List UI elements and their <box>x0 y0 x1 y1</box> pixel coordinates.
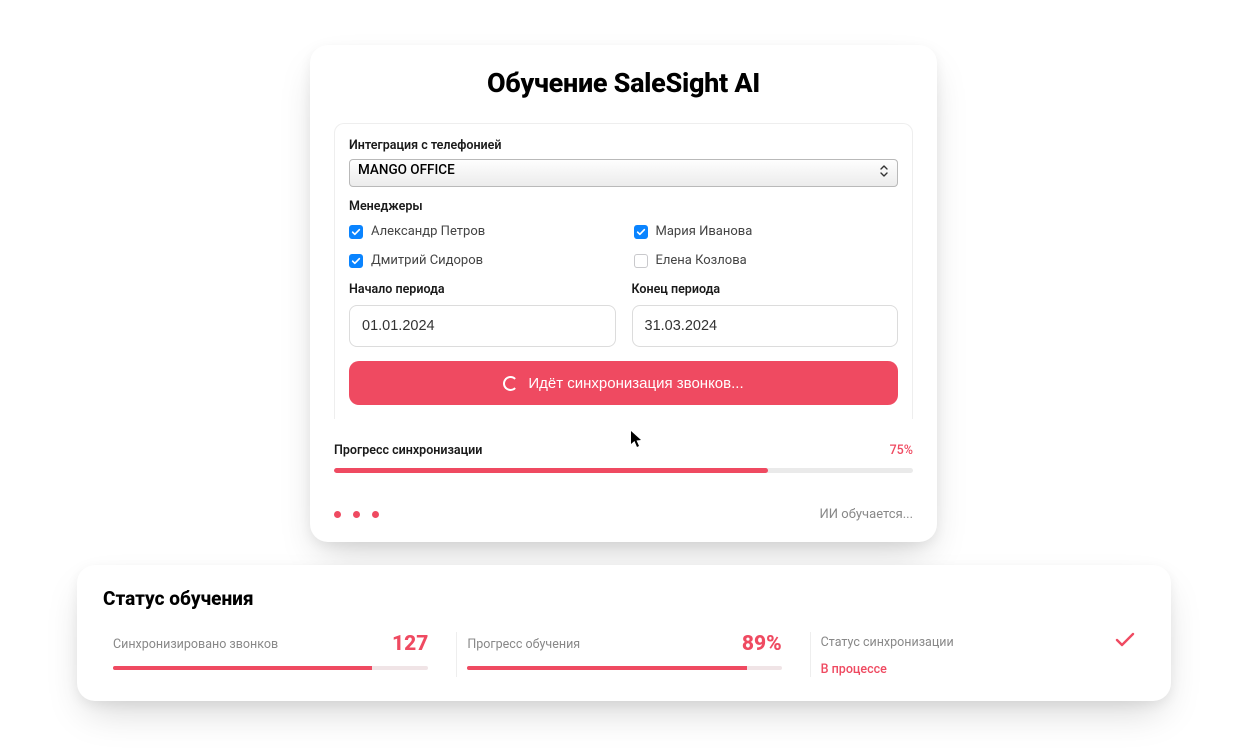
dot <box>353 511 360 518</box>
period-row: Начало периода Конец периода <box>335 282 912 361</box>
status-train-bar-fill <box>467 666 747 670</box>
status-calls-bar <box>113 666 428 670</box>
manager-name: Александр Петров <box>371 224 485 239</box>
status-sync-label: Статус синхронизации <box>821 635 954 650</box>
check-icon <box>1115 632 1135 652</box>
status-cell-training: Прогресс обучения 89% <box>456 632 791 677</box>
sync-progress-block: Прогресс синхронизации 75% <box>334 443 913 473</box>
manager-name: Елена Козлова <box>656 253 747 268</box>
status-cell-calls: Синхронизировано звонков 127 <box>103 632 438 677</box>
status-calls-bar-fill <box>113 666 372 670</box>
manager-checkbox[interactable] <box>634 225 648 239</box>
spinner-icon <box>503 376 518 391</box>
loading-dots-icon <box>334 511 379 518</box>
manager-row: Александр Петров <box>349 224 614 239</box>
ai-status-text: ИИ обучается... <box>820 507 913 522</box>
managers-grid: Александр Петров Мария Иванова Дмитрий С… <box>335 220 912 282</box>
status-train-bar <box>467 666 781 670</box>
status-title: Статус обучения <box>103 587 1145 610</box>
status-train-label: Прогресс обучения <box>467 637 580 652</box>
manager-name: Дмитрий Сидоров <box>371 253 483 268</box>
sync-progress-label: Прогресс синхронизации <box>334 443 482 458</box>
training-title: Обучение SaleSight AI <box>334 67 913 99</box>
period-start-input[interactable] <box>349 305 616 347</box>
sync-progress-percent: 75% <box>890 443 913 458</box>
training-footer: ИИ обучается... <box>334 507 913 522</box>
training-card: Обучение SaleSight AI Интеграция с телеф… <box>310 45 937 542</box>
period-end-input[interactable] <box>632 305 899 347</box>
integration-select-wrap: MANGO OFFICE <box>335 159 912 199</box>
manager-row: Мария Иванова <box>634 224 899 239</box>
manager-checkbox[interactable] <box>349 254 363 268</box>
manager-row: Елена Козлова <box>634 253 899 268</box>
integration-label: Интеграция с телефонией <box>335 138 912 153</box>
status-calls-label: Синхронизировано звонков <box>113 637 278 652</box>
period-end-col: Конец периода <box>632 282 899 347</box>
sync-button[interactable]: Идёт синхронизация звонков... <box>349 361 898 405</box>
sync-progress-head: Прогресс синхронизации 75% <box>334 443 913 458</box>
period-start-col: Начало периода <box>349 282 616 347</box>
period-end-label: Конец периода <box>632 282 899 297</box>
training-form: Интеграция с телефонией MANGO OFFICE Мен… <box>334 123 913 419</box>
manager-checkbox[interactable] <box>634 254 648 268</box>
manager-checkbox[interactable] <box>349 225 363 239</box>
dot <box>334 511 341 518</box>
period-start-label: Начало периода <box>349 282 616 297</box>
status-train-value: 89% <box>742 632 782 656</box>
status-grid: Синхронизировано звонков 127 Прогресс об… <box>103 632 1145 677</box>
sync-progress-fill <box>334 468 768 473</box>
status-card: Статус обучения Синхронизировано звонков… <box>77 565 1171 701</box>
status-calls-value: 127 <box>392 632 428 656</box>
manager-name: Мария Иванова <box>656 224 753 239</box>
integration-select[interactable]: MANGO OFFICE <box>349 159 898 187</box>
dot <box>372 511 379 518</box>
manager-row: Дмитрий Сидоров <box>349 253 614 268</box>
sync-button-label: Идёт синхронизация звонков... <box>528 375 743 392</box>
managers-label: Менеджеры <box>335 199 912 214</box>
sync-button-wrap: Идёт синхронизация звонков... <box>335 361 912 419</box>
sync-progress-bar <box>334 468 913 473</box>
status-sync-value: В процессе <box>821 662 1135 677</box>
status-cell-sync: Статус синхронизации В процессе <box>810 632 1145 677</box>
